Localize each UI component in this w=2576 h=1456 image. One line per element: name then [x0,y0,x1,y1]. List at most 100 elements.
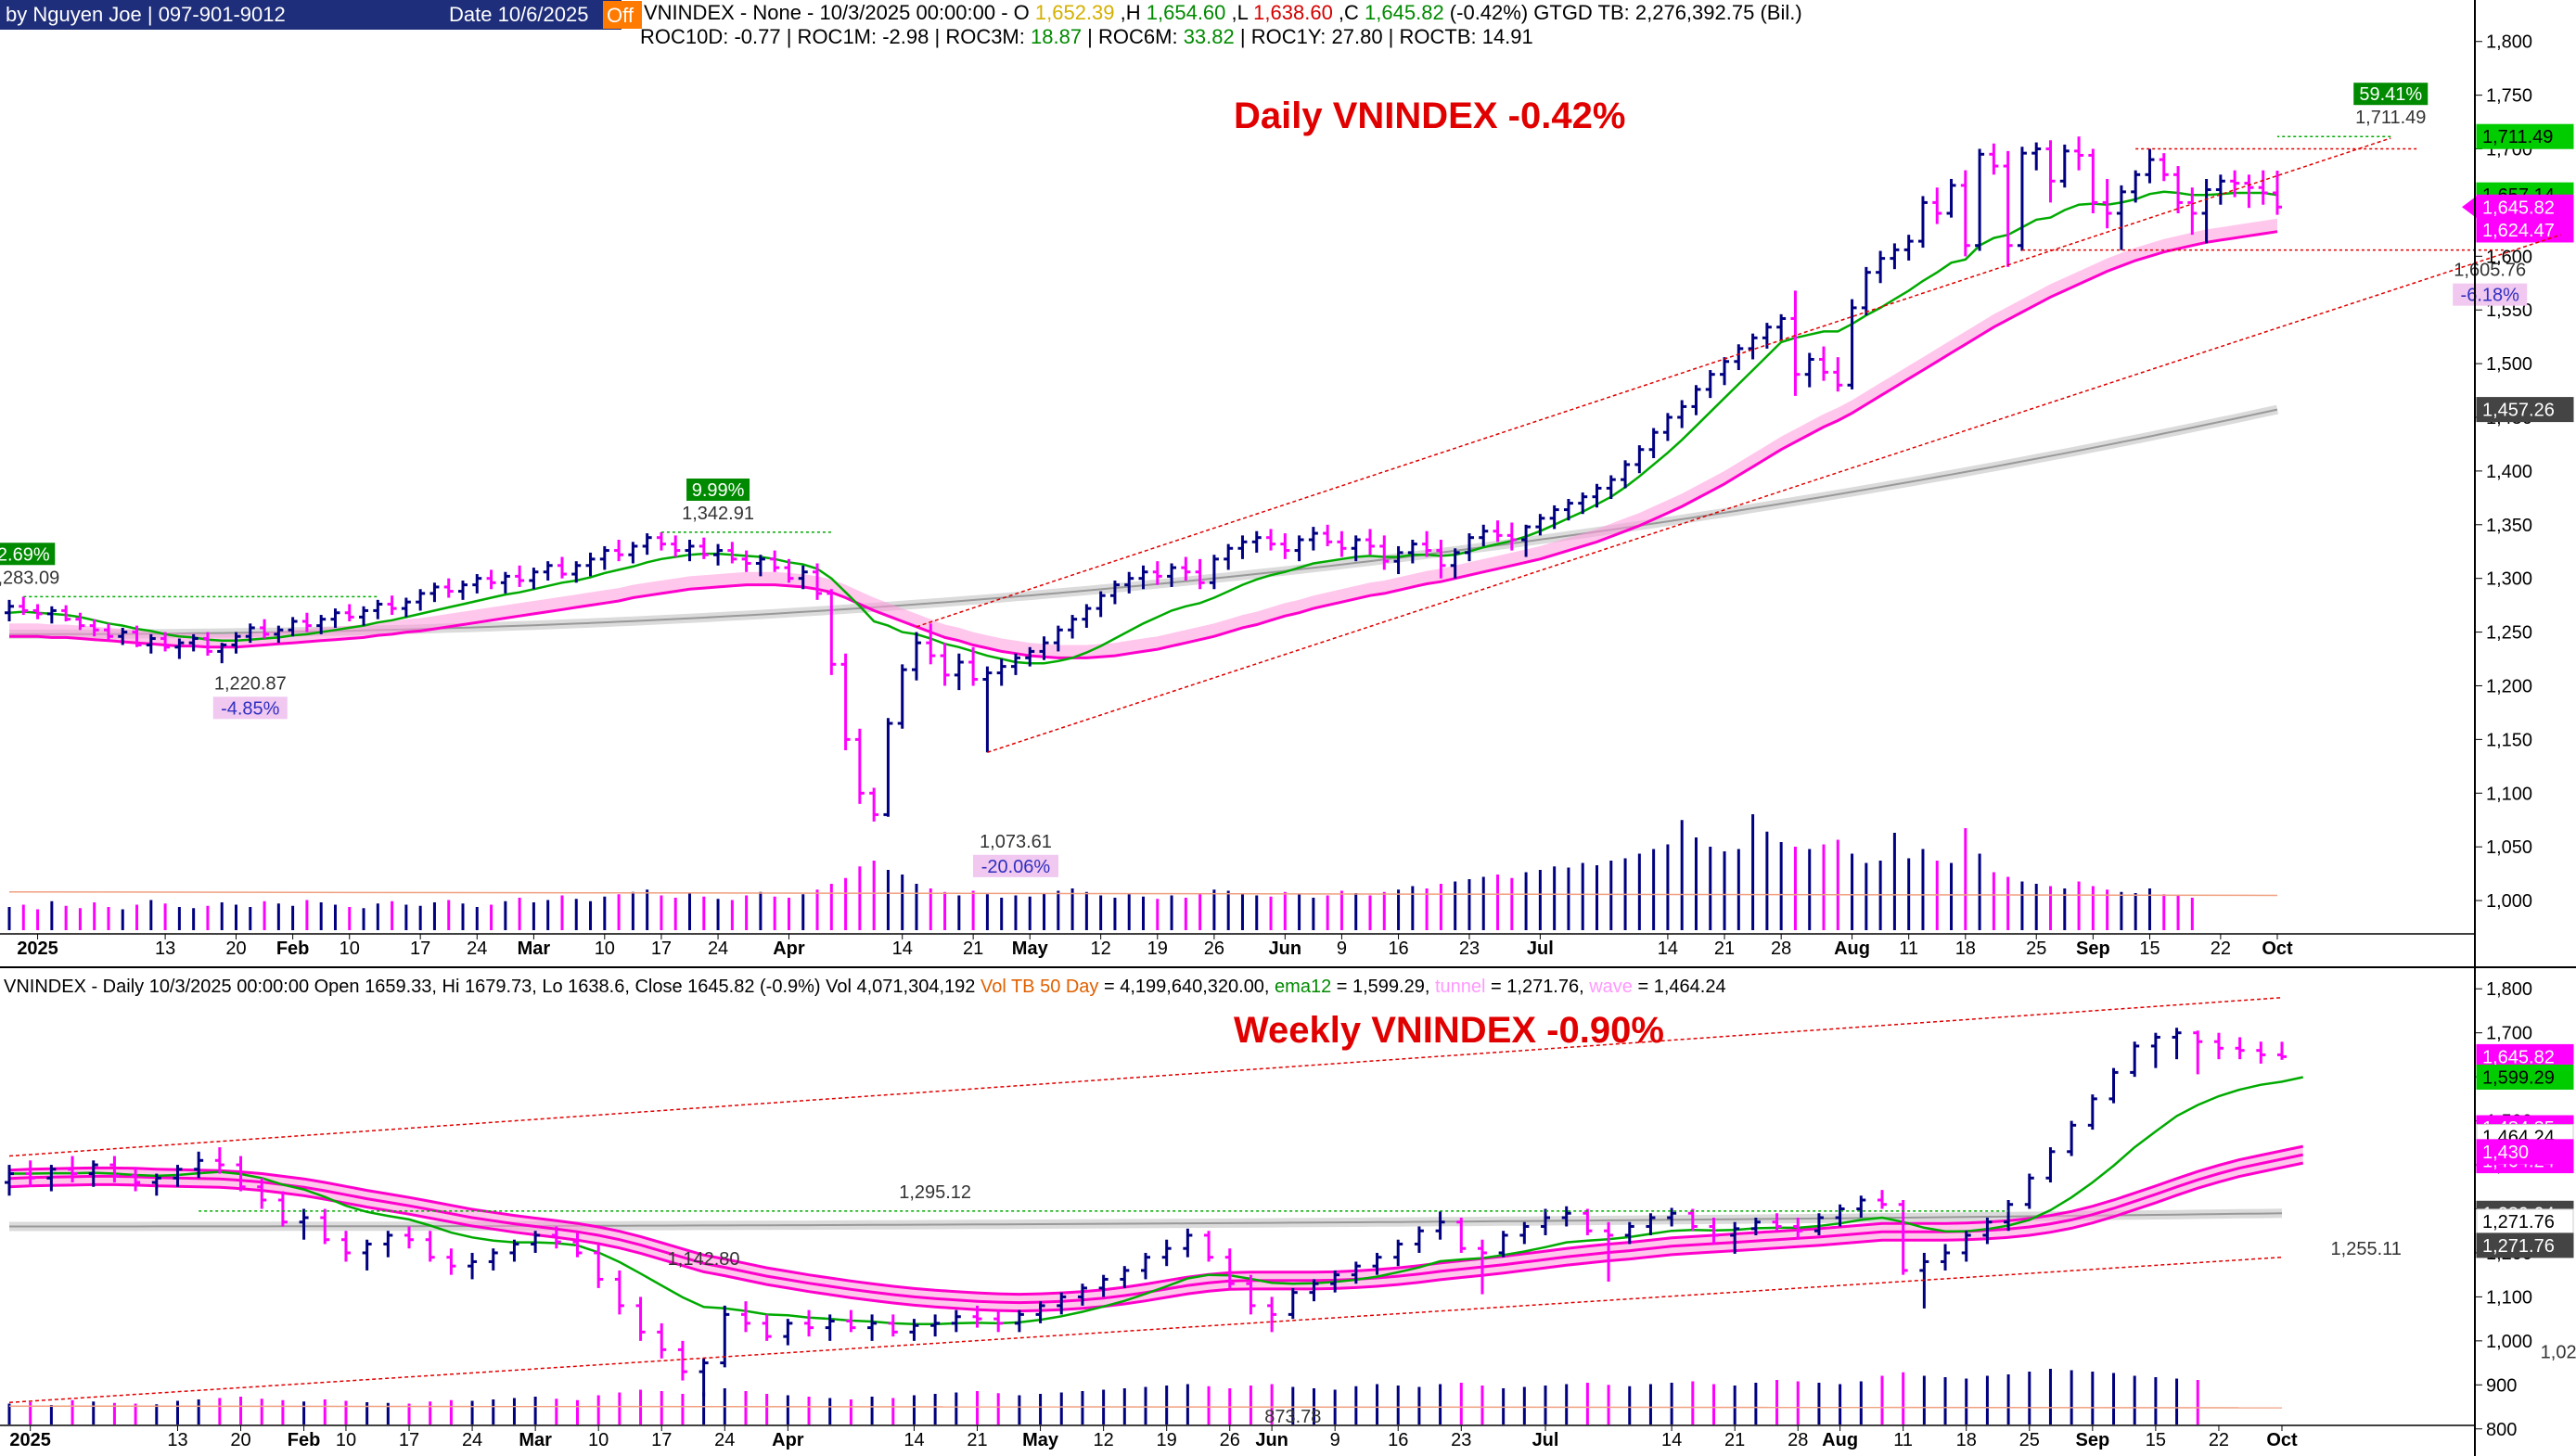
percent-badge-label: 9.99% [692,480,745,501]
x-tick-label: 14 [892,939,913,959]
percent-badge [212,696,288,720]
y-tick-label: 1,250 [2486,623,2532,644]
price-label-box [2476,123,2574,149]
x-tick-label: 21 [963,939,983,959]
author-label: by Nguyen Joe | 097-901-9012 [6,3,286,26]
x-tick-label: 9 [1330,1430,1340,1450]
y-tick-label: 1,700 [2486,1024,2532,1044]
x-tick-label: 10 [595,939,615,959]
price-annotation: 1,711.49 [2355,108,2426,128]
x-tick-label: 17 [399,1430,419,1450]
x-tick-label: 21 [1714,939,1735,959]
price-label: 1,624.47 [2482,221,2555,241]
author-bar [0,0,622,30]
roc-part: | ROC6M: [1082,25,1184,48]
percent-badge-label: -20.06% [981,857,1051,877]
percent-badge-label: -6.18% [2461,286,2520,306]
x-tick-label: Oct [2262,939,2293,959]
x-tick-label: 11 [1899,939,1918,959]
x-tick-label: 17 [651,939,672,959]
x-tick-label: 25 [2026,939,2046,959]
lower-channel-line [8,1256,2283,1404]
x-tick-label: 16 [1388,1430,1408,1450]
x-tick-label: 28 [1771,939,1791,959]
y-tick-label: 1,750 [2486,86,2532,107]
x-tick-label: 14 [1658,939,1678,959]
x-tick-label: 21 [967,1430,987,1450]
x-tick-label: Jun [1269,939,1302,959]
x-tick-label: 2025 [17,939,58,959]
x-tick-label: 12 [1091,939,1111,959]
x-tick-label: 19 [1157,1430,1177,1450]
x-tick-label: Apr [773,939,805,959]
x-tick-label: 22 [2209,1430,2229,1450]
y-tick-label: 800 [2486,1420,2517,1440]
ohlc-part: ,C [1333,1,1365,24]
x-tick-label: Mar [518,939,551,959]
x-tick-label: 23 [1459,939,1480,959]
x-tick-label: 26 [1220,1430,1240,1450]
ema12-line [8,190,2278,665]
price-annotation: 1,295.12 [899,1182,971,1203]
x-tick-label: Aug [1834,939,1870,959]
x-tick-label: 28 [1788,1430,1808,1450]
x-tick-label: 10 [336,1430,356,1450]
price-label: 1,645.82 [2482,198,2555,218]
x-tick-label: Jul [1532,1430,1559,1450]
ohlc-part: ,H [1115,1,1147,24]
weekly-header: VNINDEX - Daily 10/3/2025 00:00:00 Open … [4,977,1726,997]
price-label: 1,271.76 [2482,1212,2555,1232]
price-label-box [2476,217,2574,243]
off-toggle[interactable] [603,1,642,29]
ohlc-header: VNINDEX - None - 10/3/2025 00:00:00 - O … [644,1,1802,24]
y-tick-label: 1,050 [2486,837,2532,858]
ema12-line [9,1076,2303,1326]
x-tick-label: 23 [1451,1430,1471,1450]
percent-badge [2353,83,2429,106]
percent-badge [2453,283,2528,306]
price-label-box [2476,1064,2574,1090]
x-tick-label: 17 [410,939,430,959]
lower-trend-line [987,234,2561,753]
wave-band [9,1146,2303,1311]
x-tick-label: 21 [1724,1430,1745,1450]
percent-badge [0,543,56,566]
y-tick-label: 1,500 [2486,354,2532,375]
y-tick-label: 900 [2486,1375,2517,1396]
upper-channel-line [8,996,2283,1157]
x-tick-label: Mar [519,1430,552,1450]
roc-part: ROC10D: -0.77 | ROC1M: -2.98 | ROC3M: [640,25,1031,48]
weekly-header-part: wave [1588,977,1633,997]
ohlc-part: VNINDEX - None - 10/3/2025 00:00:00 - O [644,1,1035,24]
x-tick-label: 13 [167,1430,187,1450]
percent-badge [686,478,750,501]
x-tick-label: 11 [1893,1430,1913,1450]
x-tick-label: 24 [467,939,487,959]
y-tick-label: 1,400 [2486,462,2532,482]
price-label: 1,599.29 [2482,1067,2555,1088]
x-tick-label: 20 [225,939,246,959]
x-tick-label: Apr [772,1430,804,1450]
weekly-header-part: = 1,464.24 [1633,977,1726,997]
weekly-header-part: = 1,271.76, [1485,977,1589,997]
x-tick-label: Feb [288,1430,321,1450]
y-tick-label: 1,300 [2486,569,2532,590]
x-tick-label: 15 [2146,1430,2166,1450]
price-label: 1,271.76 [2482,1236,2555,1257]
roc-header: ROC10D: -0.77 | ROC1M: -2.98 | ROC3M: 18… [640,25,1533,48]
price-label-box [2476,1139,2574,1165]
weekly-header-part: tunnel [1435,977,1486,997]
y-tick-label: 1,800 [2486,32,2532,53]
x-tick-label: 14 [904,1430,924,1450]
x-tick-label: 10 [340,939,360,959]
date-label: Date 10/6/2025 [449,3,588,26]
wave-line [9,230,2278,659]
roc-part: 18.87 [1031,25,1082,48]
x-tick-label: 17 [651,1430,672,1450]
upper-trend-line [916,137,2391,628]
y-tick-label: 1,100 [2486,784,2532,804]
y-tick-label: 1,550 [2486,300,2532,321]
x-tick-label: 24 [714,1430,735,1450]
